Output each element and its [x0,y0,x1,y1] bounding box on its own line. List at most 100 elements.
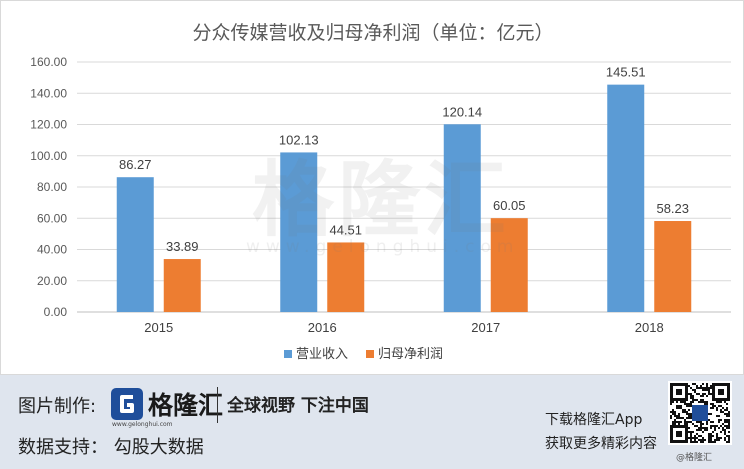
qr-module [702,401,704,403]
qr-module [706,395,708,397]
qr-module [724,409,726,411]
qr-module [716,439,718,441]
qr-module [676,401,678,403]
qr-module [698,439,700,441]
qr-module [700,427,702,429]
qr-module [680,401,682,403]
download-app-text: 下载格隆汇App [545,412,643,428]
qr-module [696,429,698,431]
qr-module [724,425,726,427]
qr-module [680,407,682,409]
qr-module [684,401,686,403]
qr-module [708,433,710,435]
qr-module [712,405,714,407]
qr-module [674,421,676,423]
qr-module [700,441,702,443]
qr-module [674,419,676,421]
qr-module [682,411,684,413]
qr-module [714,439,716,441]
footer-banner: 图片制作: 格隆汇 www.gelonghui.com 全球视野 下注中国 数据… [0,375,744,469]
qr-module [696,425,698,427]
qr-module [724,437,726,439]
qr-module [708,393,710,395]
qr-module [688,403,690,405]
qr-module [708,387,710,389]
qr-module [704,393,706,395]
qr-module [714,441,716,443]
x-tick-label: 2015 [144,320,173,335]
qr-module [700,399,702,401]
data-label: 58.23 [656,201,689,216]
qr-module [726,421,728,423]
qr-module [720,401,722,403]
bar [654,221,692,312]
qr-module [692,389,694,391]
qr-module [670,403,672,405]
qr-module [718,405,720,407]
qr-module [680,405,682,407]
qr-module [692,383,694,385]
qr-module [702,387,704,389]
qr-module [700,429,702,431]
qr-module [720,425,722,427]
qr-caption: @格隆汇 [676,453,713,463]
qr-center-logo [692,405,708,421]
qr-module [688,431,690,433]
qr-module [726,435,728,437]
qr-module [728,415,730,417]
qr-module [682,401,684,403]
qr-module [718,415,720,417]
y-tick-label: 80.00 [37,180,67,194]
qr-module [690,437,692,439]
legend-swatch [284,350,292,358]
qr-module [716,401,718,403]
qr-module [708,439,710,441]
x-tick-label: 2017 [471,320,500,335]
qr-module [720,409,722,411]
qr-module [710,435,712,437]
data-label: 86.27 [119,157,152,172]
qr-module [690,417,692,419]
qr-module [690,415,692,417]
qr-module [712,431,714,433]
qr-module [698,421,700,423]
qr-module [698,429,700,431]
qr-module [700,435,702,437]
qr-module [688,415,690,417]
qr-module [702,399,704,401]
qr-module [684,423,686,425]
qr-module [722,407,724,409]
qr-module [676,417,678,419]
data-label: 44.51 [329,222,362,237]
qr-module [694,399,696,401]
qr-module [684,419,686,421]
qr-module [672,421,674,423]
qr-module [706,389,708,391]
more-content-text: 获取更多精彩内容 [545,436,657,452]
qr-module [710,387,712,389]
qr-module [692,401,694,403]
qr-module [710,385,712,387]
qr-module [726,425,728,427]
qr-module [692,441,694,443]
qr-module [670,411,672,413]
qr-module [702,437,704,439]
qr-module [728,441,730,443]
qr-module [728,421,730,423]
qr-module [696,421,698,423]
qr-module [702,441,704,443]
qr-module [728,413,730,415]
qr-module [670,401,672,403]
qr-module [706,385,708,387]
qr-module [724,401,726,403]
bar-chart: 分众传媒营收及归母净利润（单位：亿元） 0.00 20.00 40.00 60.00 80… [30,22,731,362]
qr-module [726,415,728,417]
brand-logo: 格隆汇 www.gelonghui.com [110,385,223,429]
qr-module [700,421,702,423]
qr-module [696,385,698,387]
qr-module [702,389,704,391]
qr-module [680,417,682,419]
qr-module [710,407,712,409]
qr-module [728,435,730,437]
divider [217,387,218,423]
